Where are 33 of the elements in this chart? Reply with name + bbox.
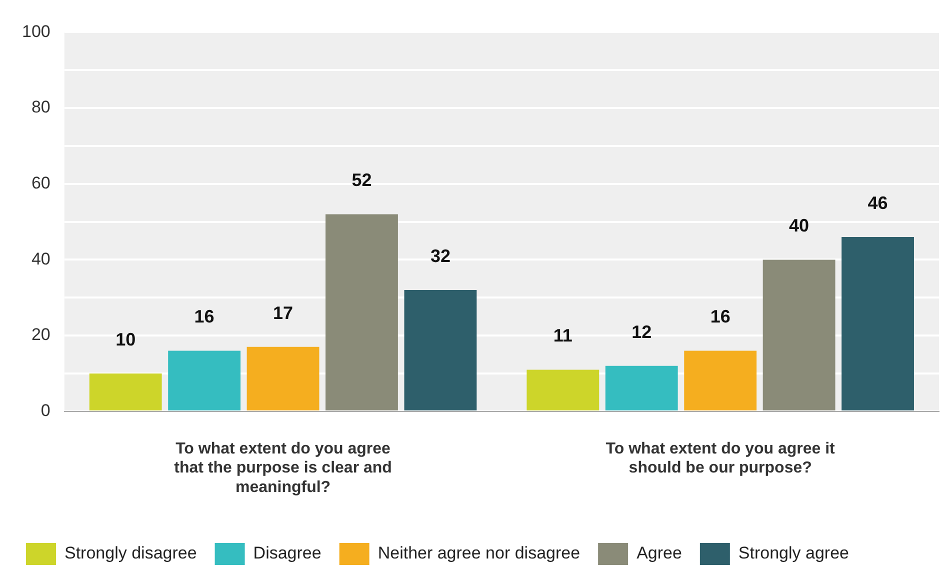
data-label: 11 xyxy=(553,326,572,346)
data-label: 46 xyxy=(868,192,888,213)
y-tick-label: 20 xyxy=(31,325,50,344)
y-tick-label: 0 xyxy=(40,401,50,420)
x-tick-label: To what extent do you agree it should be our purpose? xyxy=(606,440,836,477)
legend-label: Disagree xyxy=(253,544,322,563)
data-label: 10 xyxy=(116,329,136,350)
data-label: 16 xyxy=(194,306,214,327)
bar xyxy=(605,366,678,410)
bar xyxy=(246,346,320,410)
x-tick-label: To what extent do you agree that the purpose is clear and meaningful? xyxy=(174,440,392,496)
bar xyxy=(326,214,398,410)
data-label: 16 xyxy=(710,306,730,327)
bar xyxy=(404,290,477,410)
data-label: 12 xyxy=(632,322,652,342)
legend-label: Agree xyxy=(636,544,682,563)
legend-label: Neither agree nor disagree xyxy=(378,544,580,563)
legend-label: Strongly agree xyxy=(738,544,850,563)
bar xyxy=(89,373,162,410)
bar xyxy=(762,260,836,410)
bar xyxy=(168,350,241,410)
bar xyxy=(526,370,600,410)
data-label: 17 xyxy=(273,302,294,323)
y-tick-label: 100 xyxy=(22,22,50,41)
y-tick-label: 40 xyxy=(31,249,50,268)
bar xyxy=(684,350,757,410)
data-label: 52 xyxy=(352,170,372,190)
data-label: 40 xyxy=(789,216,810,236)
bar xyxy=(842,236,914,410)
data-label: 32 xyxy=(430,246,450,266)
y-tick-label: 80 xyxy=(31,98,50,117)
y-tick-label: 60 xyxy=(31,174,50,193)
legend-label: Strongly disagree xyxy=(64,544,197,563)
